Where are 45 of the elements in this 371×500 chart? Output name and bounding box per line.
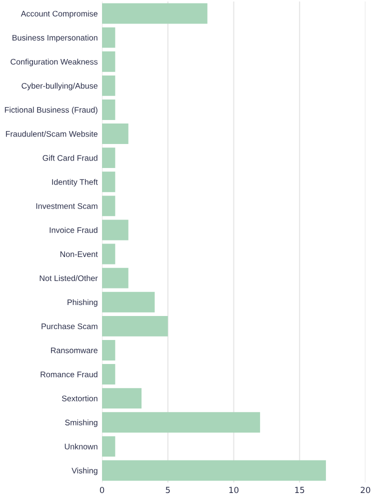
y-tick-label: Fraudulent/Scam Website [6,130,98,137]
bar [102,340,116,360]
y-tick-label: Investment Scam [36,203,98,209]
y-tick-label: Identity Theft [52,178,98,186]
x-tick-label: 15 [295,486,304,494]
y-tick-label: Vishing [72,468,98,476]
bar [102,268,128,288]
bar [102,3,208,24]
y-tick-label: Ransomware [51,348,98,354]
bar [102,364,116,384]
y-tick-label: Invoice Fraud [50,227,98,233]
bar [102,436,116,457]
x-tick-label: 10 [229,486,238,494]
bar [102,244,116,264]
bar [102,316,168,336]
y-tick-label: Smishing [65,419,98,427]
y-tick-label: Sextortion [62,395,98,402]
x-tick-label: 20 [360,486,370,494]
y-tick-label: Gift Card Fraud [42,154,98,161]
y-tick-label: Unknown [64,444,98,450]
bar [102,124,128,144]
bar [102,460,326,481]
bar [102,27,116,48]
bar [102,148,116,168]
bar [102,220,128,240]
bar [102,196,116,216]
y-tick-label: Not Listed/Other [40,275,98,282]
bar [102,292,155,312]
y-tick-label: Account Compromise [20,10,98,18]
bar [102,388,142,409]
y-tick-label: Configuration Weakness [10,58,98,66]
bar [102,412,260,433]
x-tick-label: 0 [100,486,104,494]
x-tick-label: 5 [166,486,170,494]
y-tick-label: Purchase Scam [42,323,98,330]
bar [102,75,116,96]
y-tick-label: Romance Fraud [40,371,98,378]
y-tick-label: Fictional Business (Fraud) [4,106,98,114]
bar [102,51,116,72]
y-tick-label: Non-Event [60,251,98,258]
y-tick-label: Business Impersonation [12,34,98,42]
bar [102,100,116,120]
bar [102,172,116,192]
y-tick-label: Phishing [68,299,98,307]
y-tick-label: Cyber-bullying/Abuse [22,82,98,90]
